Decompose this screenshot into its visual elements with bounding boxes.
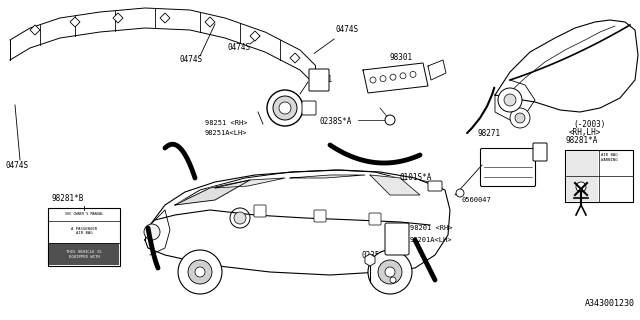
Circle shape (400, 73, 406, 79)
Polygon shape (205, 17, 215, 27)
Circle shape (456, 189, 464, 197)
Circle shape (273, 96, 297, 120)
FancyBboxPatch shape (428, 181, 442, 191)
Text: 98251A<LH>: 98251A<LH> (205, 130, 248, 136)
FancyBboxPatch shape (48, 208, 120, 266)
Circle shape (144, 224, 160, 240)
FancyBboxPatch shape (309, 69, 329, 91)
Text: 98281*A: 98281*A (565, 136, 597, 145)
Text: 0235S: 0235S (362, 251, 385, 260)
Text: 98201A<LH>: 98201A<LH> (410, 237, 452, 243)
Text: 98281*B: 98281*B (51, 194, 83, 203)
Text: (-2003): (-2003) (573, 120, 605, 129)
Circle shape (390, 277, 396, 283)
Text: 0474S: 0474S (228, 44, 251, 52)
Circle shape (178, 250, 222, 294)
Text: THIS VEHICLE IS
EQUIPPED WITH: THIS VEHICLE IS EQUIPPED WITH (66, 250, 102, 258)
Text: 0238S*A: 0238S*A (320, 117, 353, 126)
Circle shape (498, 88, 522, 112)
Circle shape (378, 260, 402, 284)
Text: 98201 <RH>: 98201 <RH> (410, 225, 452, 231)
FancyBboxPatch shape (565, 150, 633, 202)
Circle shape (195, 267, 205, 277)
Polygon shape (370, 175, 420, 195)
Polygon shape (30, 25, 40, 35)
Polygon shape (363, 63, 428, 93)
Polygon shape (290, 53, 300, 63)
FancyBboxPatch shape (369, 213, 381, 225)
Circle shape (370, 77, 376, 83)
FancyBboxPatch shape (49, 243, 119, 265)
Circle shape (267, 90, 303, 126)
Polygon shape (495, 20, 638, 112)
Circle shape (234, 212, 246, 224)
Text: A343001230: A343001230 (585, 299, 635, 308)
Circle shape (385, 115, 395, 125)
Polygon shape (290, 175, 365, 178)
Polygon shape (145, 170, 450, 275)
Text: AIR BAG
WARNING: AIR BAG WARNING (601, 153, 618, 162)
Circle shape (510, 108, 530, 128)
Text: 0101S*A: 0101S*A (400, 173, 433, 182)
Text: 0474S: 0474S (180, 55, 203, 65)
Text: <RH,LH>: <RH,LH> (569, 128, 602, 137)
Polygon shape (113, 13, 123, 23)
Polygon shape (175, 180, 250, 205)
Circle shape (576, 182, 586, 192)
FancyBboxPatch shape (314, 210, 326, 222)
Circle shape (504, 94, 516, 106)
FancyBboxPatch shape (481, 148, 536, 187)
Polygon shape (365, 254, 375, 266)
FancyBboxPatch shape (566, 151, 598, 201)
Polygon shape (428, 60, 446, 80)
FancyBboxPatch shape (533, 143, 547, 161)
Text: 98271: 98271 (478, 129, 501, 138)
Text: 0474S: 0474S (5, 161, 28, 170)
Polygon shape (160, 13, 170, 23)
Text: 98251 <RH>: 98251 <RH> (205, 120, 248, 126)
Circle shape (368, 250, 412, 294)
Polygon shape (250, 31, 260, 41)
Text: 0474S: 0474S (314, 26, 358, 53)
Text: 98301: 98301 (390, 53, 413, 62)
FancyBboxPatch shape (385, 223, 409, 255)
Polygon shape (70, 17, 80, 27)
Text: 98211: 98211 (310, 76, 333, 84)
Circle shape (279, 102, 291, 114)
Circle shape (230, 208, 250, 228)
Text: 0560047: 0560047 (462, 197, 492, 203)
Text: A PASSENGER
AIR BAG: A PASSENGER AIR BAG (71, 227, 97, 235)
FancyBboxPatch shape (302, 101, 316, 115)
Circle shape (410, 71, 416, 77)
Circle shape (188, 260, 212, 284)
FancyBboxPatch shape (254, 205, 266, 217)
Polygon shape (215, 178, 285, 188)
Circle shape (390, 74, 396, 80)
Circle shape (385, 267, 395, 277)
Circle shape (380, 76, 386, 82)
Polygon shape (10, 8, 315, 85)
Text: SEE OWNER'S MANUAL: SEE OWNER'S MANUAL (65, 212, 103, 216)
Circle shape (515, 113, 525, 123)
